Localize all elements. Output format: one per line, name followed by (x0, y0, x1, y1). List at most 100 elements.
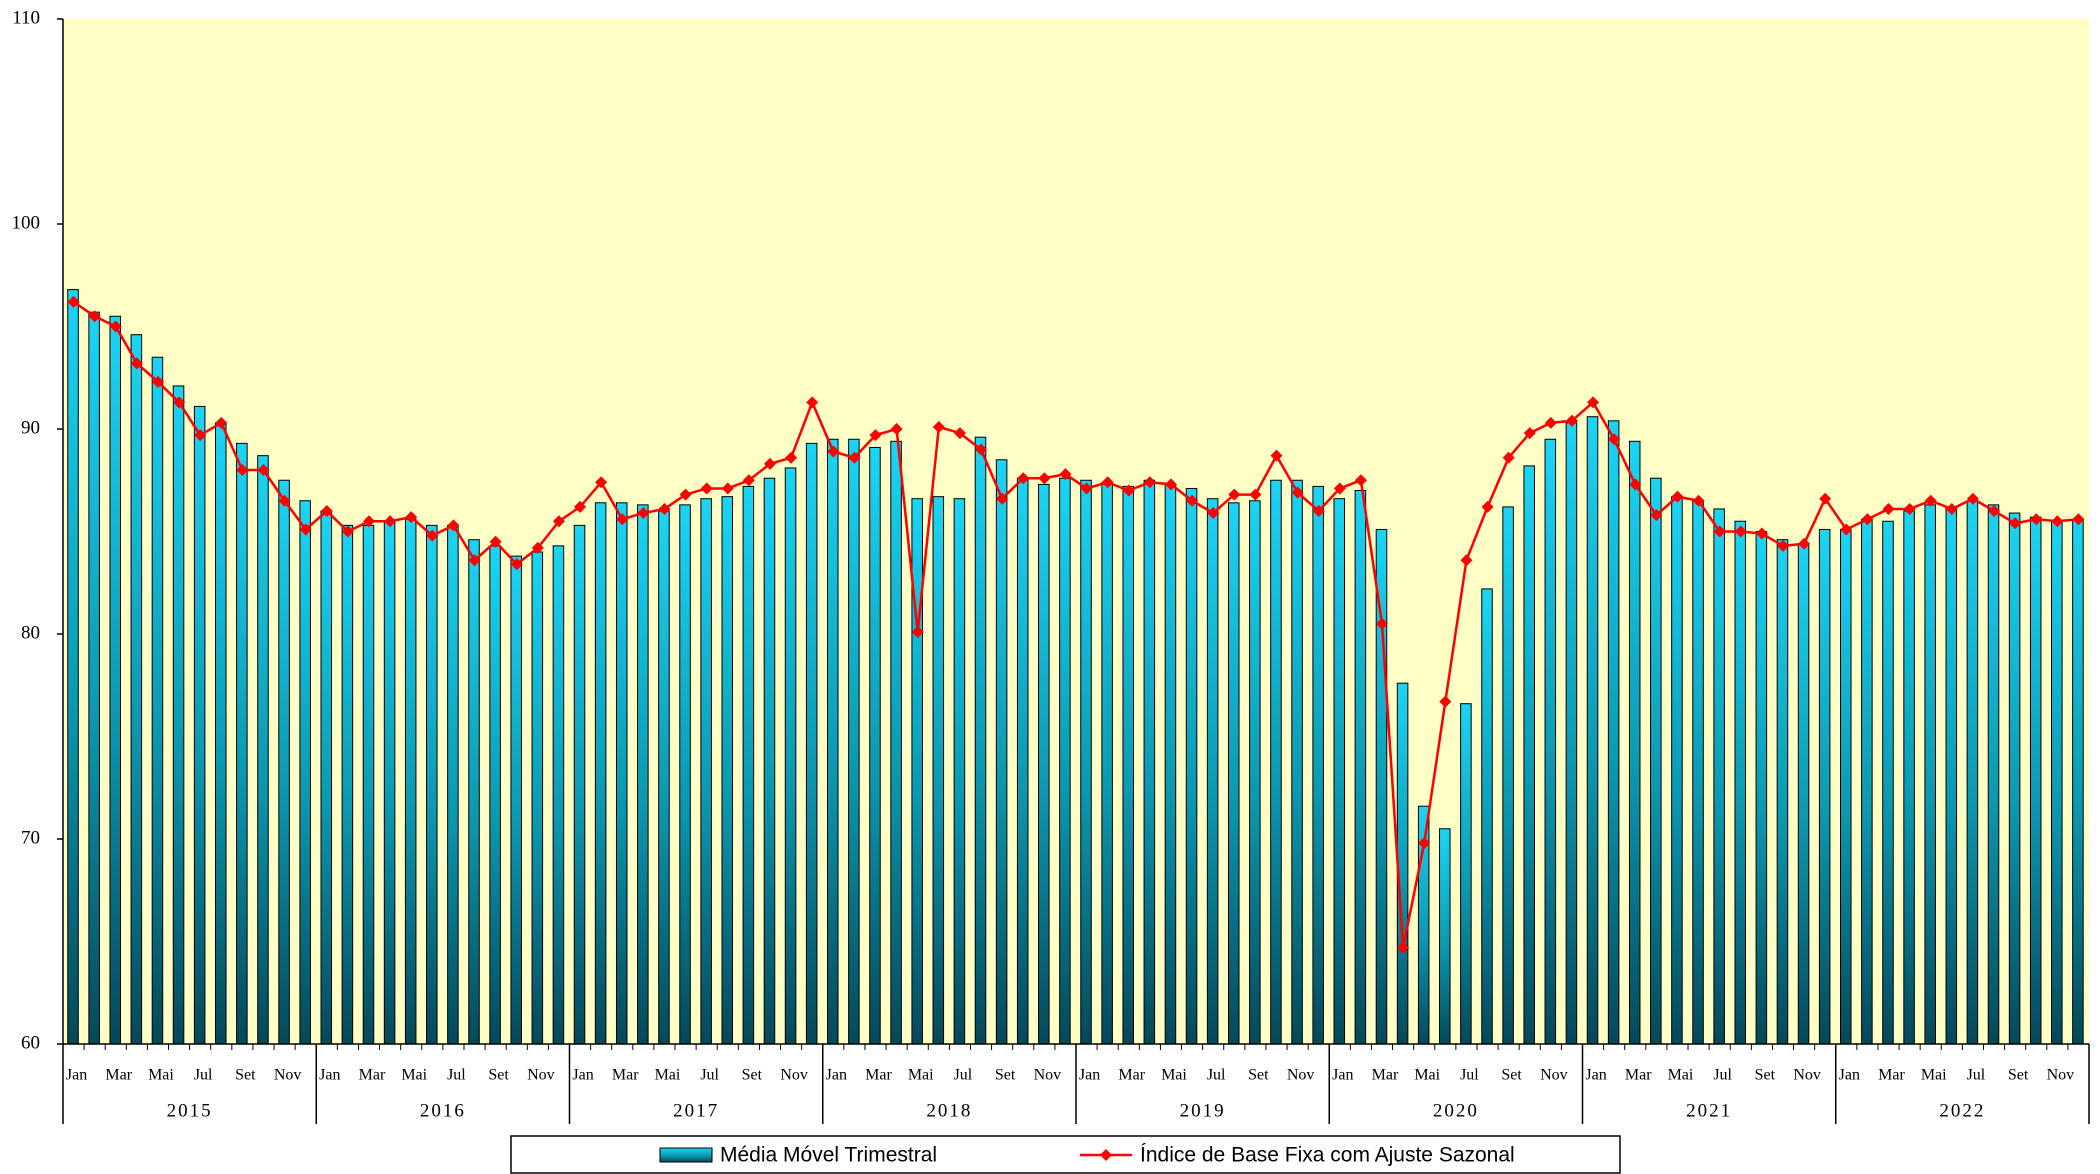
x-tick-label: Jan (572, 1067, 593, 1084)
bar (869, 446, 881, 1045)
y-tick-label: 110 (12, 7, 40, 28)
x-tick-label: Set (995, 1067, 1016, 1084)
bar (1460, 703, 1472, 1045)
x-tick-label: Jul (954, 1067, 973, 1084)
bar (658, 510, 670, 1045)
x-tick-label: Mar (1118, 1067, 1145, 1084)
bar (1059, 477, 1071, 1045)
marker (1882, 502, 1895, 515)
x-tick-label: Mai (1414, 1067, 1440, 1084)
bar (1333, 498, 1346, 1045)
bar (1101, 481, 1113, 1045)
marker (658, 502, 671, 515)
marker (721, 482, 734, 495)
marker (489, 535, 502, 548)
marker (2051, 515, 2064, 528)
legend-swatch (659, 1147, 713, 1163)
marker (552, 515, 565, 528)
x-tick-label: Set (742, 1067, 763, 1084)
bar (1671, 496, 1683, 1045)
marker (151, 375, 164, 388)
x-tick-label: Nov (274, 1067, 302, 1084)
bar (1016, 477, 1029, 1045)
bar (1143, 479, 1156, 1045)
marker (1418, 837, 1431, 850)
bar (1270, 479, 1282, 1045)
bar (1713, 508, 1725, 1045)
bar (1586, 416, 1599, 1045)
marker (574, 500, 587, 513)
x-tick-label: Nov (780, 1067, 808, 1084)
marker (363, 515, 376, 528)
marker (1988, 505, 2001, 517)
bar (2072, 518, 2084, 1045)
bar (1206, 498, 1219, 1045)
bar (552, 545, 565, 1045)
marker (1017, 472, 1030, 485)
x-tick-label: Jan (66, 1067, 87, 1084)
bar (1502, 506, 1514, 1045)
bar (1650, 477, 1662, 1045)
bar (1903, 510, 1915, 1045)
marker (848, 451, 861, 464)
marker (88, 310, 101, 323)
marker (1924, 494, 1937, 507)
x-tick-label: Set (2008, 1067, 2029, 1084)
marker (679, 488, 692, 501)
x-tick-label: Nov (1793, 1067, 1821, 1084)
bar (1945, 506, 1958, 1045)
marker (257, 464, 270, 476)
bar (1185, 487, 1198, 1045)
x-tick-label: Jul (1460, 1067, 1479, 1084)
marker (1966, 492, 1979, 505)
x-tick-label: Jan (1079, 1067, 1100, 1084)
bar (721, 496, 734, 1045)
y-tick-label: 90 (21, 417, 40, 438)
bar (1439, 828, 1451, 1045)
bar (468, 539, 480, 1045)
marker (911, 625, 924, 638)
marker (426, 529, 439, 542)
x-tick-label: Mar (359, 1067, 386, 1084)
marker (1713, 525, 1726, 538)
x-tick-label: Jan (1839, 1067, 1860, 1084)
bar (383, 520, 396, 1045)
bar (1797, 543, 1810, 1045)
bar (214, 422, 227, 1045)
year-label: 2020 (1433, 1100, 1479, 1121)
marker (1439, 695, 1452, 708)
marker (1798, 537, 1811, 550)
x-tick-label: Mar (612, 1067, 639, 1084)
marker (1312, 505, 1325, 517)
bar (679, 504, 691, 1045)
x-tick-label: Mai (148, 1067, 174, 1084)
marker (1333, 482, 1346, 495)
x-tick-label: Mai (1161, 1067, 1187, 1084)
marker (194, 429, 207, 442)
bar (447, 524, 459, 1045)
marker (1776, 539, 1789, 552)
marker (1354, 474, 1367, 487)
bar (88, 311, 100, 1045)
x-tick-label: Mai (908, 1067, 934, 1084)
legend-label: Índice de Base Fixa com Ajuste Sazonal (1140, 1144, 1515, 1167)
bar (805, 442, 818, 1045)
bar (826, 438, 839, 1045)
marker (932, 420, 945, 433)
legend-label: Média Móvel Trimestral (720, 1144, 937, 1167)
marker (763, 457, 776, 470)
x-tick-label: Jan (319, 1067, 340, 1084)
bar (1523, 465, 1535, 1045)
bar (1755, 531, 1768, 1045)
x-tick-label: Jul (700, 1067, 719, 1084)
x-tick-label: Jan (826, 1067, 847, 1084)
y-tick-label: 80 (21, 622, 40, 643)
year-label: 2018 (926, 1100, 972, 1121)
bar (974, 436, 987, 1045)
bar (426, 524, 438, 1045)
year-label: 2021 (1686, 1100, 1732, 1121)
bar (890, 440, 902, 1045)
marker (447, 519, 460, 532)
legend-marker (1100, 1149, 1112, 1161)
bar (1038, 483, 1050, 1045)
